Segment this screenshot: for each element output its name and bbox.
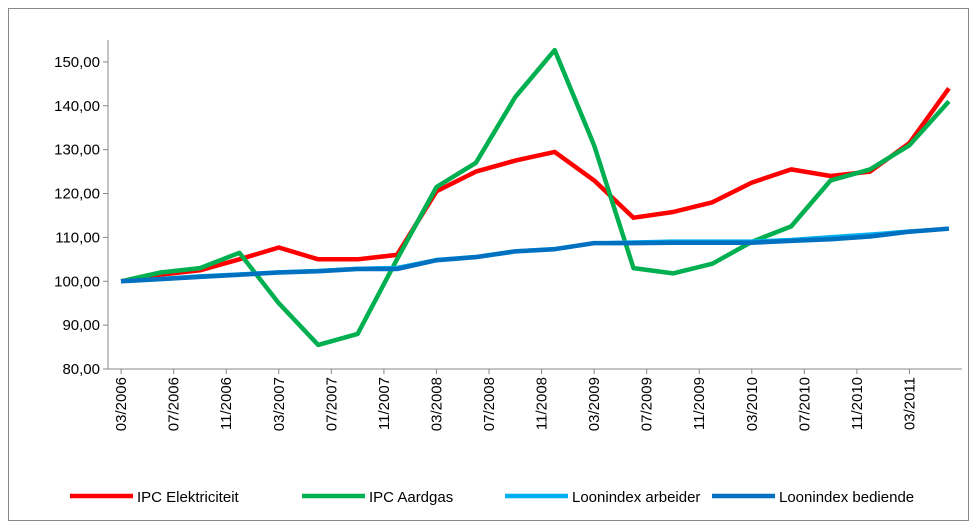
- series-line: [120, 47, 951, 348]
- x-tick-label: 11/2009: [691, 377, 708, 430]
- x-tick-label: 03/2010: [744, 377, 761, 431]
- x-tick-label: 03/2008: [428, 377, 445, 431]
- y-tick-label: 100,00: [54, 273, 100, 290]
- x-tick-label: 03/2009: [586, 377, 603, 431]
- x-tick-label: 11/2008: [534, 377, 551, 430]
- x-tick-label: 11/2006: [218, 377, 235, 430]
- x-tick-label: 11/2010: [849, 377, 866, 430]
- x-tick-label: 07/2009: [639, 377, 656, 431]
- legend-label: Loonindex arbeider: [572, 489, 700, 506]
- series-line: [120, 226, 950, 284]
- x-tick-label: 07/2006: [166, 377, 183, 431]
- y-tick-label: 140,00: [54, 98, 100, 115]
- legend-label: IPC Elektriciteit: [137, 489, 240, 506]
- series-line: [120, 86, 951, 284]
- y-tick-label: 120,00: [54, 186, 100, 203]
- x-tick-label: 11/2007: [376, 377, 393, 430]
- x-tick-label: 03/2011: [901, 377, 918, 430]
- y-tick-label: 90,00: [62, 317, 100, 334]
- y-tick-label: 80,00: [62, 361, 100, 378]
- y-tick-label: 130,00: [54, 142, 100, 159]
- y-tick-label: 150,00: [54, 54, 100, 71]
- x-tick-label: 03/2006: [113, 377, 130, 431]
- legend-label: Loonindex bediende: [779, 489, 914, 506]
- x-tick-label: 03/2007: [271, 377, 288, 431]
- x-tick-label: 07/2007: [323, 377, 340, 431]
- y-tick-label: 110,00: [55, 229, 100, 246]
- x-tick-label: 07/2008: [481, 377, 498, 431]
- x-tick-label: 07/2010: [796, 377, 813, 431]
- legend-label: IPC Aardgas: [369, 489, 453, 506]
- chart-border: [8, 8, 969, 521]
